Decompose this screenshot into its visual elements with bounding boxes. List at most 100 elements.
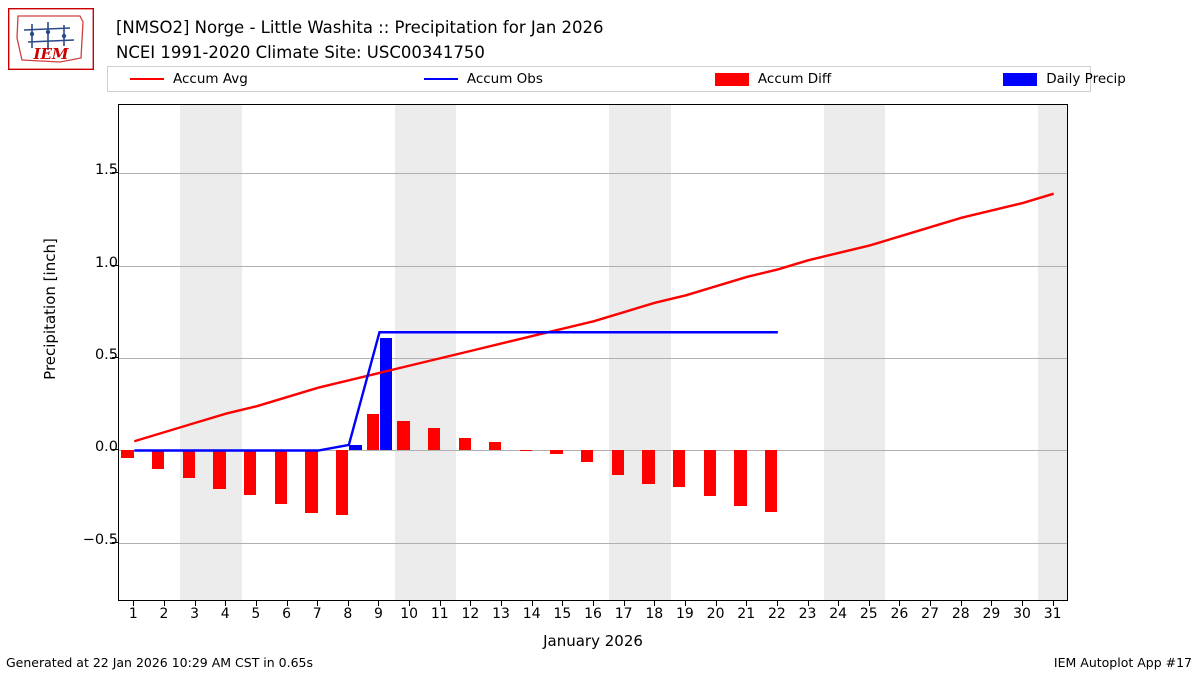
bar-accum-diff: [673, 450, 686, 488]
x-tick-label: 9: [374, 606, 383, 622]
x-tick-label: 28: [951, 606, 970, 622]
x-tick-label: 8: [343, 606, 353, 622]
x-tick-mark: [531, 601, 533, 606]
bar-accum-diff: [244, 450, 257, 495]
bar-accum-diff: [305, 450, 318, 514]
x-tick-label: 7: [312, 606, 322, 622]
x-tick-mark: [991, 601, 993, 606]
chart-title-block: [NMSO2] Norge - Little Washita :: Precip…: [116, 15, 1116, 65]
x-tick-mark: [255, 601, 257, 606]
x-tick-label: 12: [461, 606, 480, 622]
y-axis-label: Precipitation [inch]: [41, 238, 59, 380]
legend-item-accum-diff[interactable]: Accum Diff: [703, 67, 831, 91]
x-tick-label: 4: [220, 606, 230, 622]
x-tick-label: 14: [522, 606, 541, 622]
iem-logo[interactable]: IEM: [7, 7, 94, 70]
x-tick-mark: [1022, 601, 1024, 606]
bar-accum-diff: [581, 450, 594, 462]
legend-swatch-line-accum-avg: [130, 78, 164, 80]
x-tick-mark: [378, 601, 380, 606]
line-series-group: [133, 192, 1055, 452]
gridline: [119, 358, 1067, 360]
bar-accum-diff: [734, 450, 747, 506]
x-tick-mark: [715, 601, 717, 606]
legend-label-accum-obs: Accum Obs: [466, 71, 543, 87]
x-tick-label: 1: [128, 606, 138, 622]
legend-swatch-bar-daily-precip: [1003, 72, 1038, 86]
page-title: [NMSO2] Norge - Little Washita :: Precip…: [116, 18, 604, 37]
legend-swatch-bar-accum-diff: [714, 72, 749, 86]
y-tick-mark: [112, 541, 118, 543]
y-tick-label: 1.0: [94, 254, 118, 271]
x-tick-mark: [899, 601, 901, 606]
legend-item-accum-avg[interactable]: Accum Avg: [118, 67, 248, 91]
x-tick-label: 23: [798, 606, 817, 622]
legend-item-daily-precip[interactable]: Daily Precip: [991, 67, 1126, 91]
x-tick-label: 29: [982, 606, 1001, 622]
bar-accum-diff: [489, 442, 502, 451]
x-tick-label: 11: [430, 606, 449, 622]
x-tick-label: 3: [190, 606, 200, 622]
x-tick-label: 27: [921, 606, 939, 622]
x-tick-mark: [960, 601, 962, 606]
legend-item-accum-obs[interactable]: Accum Obs: [412, 67, 543, 91]
app-attribution: IEM Autoplot App #17: [1053, 655, 1192, 670]
legend-label-accum-avg: Accum Avg: [173, 71, 248, 87]
x-tick-label: 16: [584, 606, 602, 622]
legend-label-accum-diff: Accum Diff: [757, 71, 832, 87]
x-tick-mark: [501, 601, 503, 606]
x-tick-mark: [746, 601, 748, 606]
bar-daily-precip: [349, 444, 362, 451]
bar-accum-diff: [397, 420, 410, 451]
weekend-band: [394, 105, 457, 600]
bar-accum-diff: [335, 450, 349, 516]
bar-accum-diff: [765, 450, 778, 513]
precipitation-plot: [118, 104, 1068, 601]
x-tick-mark: [317, 601, 319, 606]
line-accum-obs: [134, 331, 778, 452]
y-tick-mark: [112, 449, 118, 451]
x-tick-label: 18: [645, 606, 664, 622]
x-tick-label: 19: [676, 606, 694, 622]
legend-swatch-line-accum-obs: [423, 78, 458, 80]
weekend-band: [180, 105, 242, 600]
x-tick-label: 6: [282, 606, 291, 622]
x-tick-mark: [654, 601, 656, 606]
bar-accum-diff: [121, 450, 134, 458]
x-tick-mark: [838, 601, 840, 606]
x-tick-mark: [225, 601, 227, 606]
x-tick-mark: [347, 601, 349, 606]
x-tick-mark: [194, 601, 196, 606]
bar-accum-diff: [366, 413, 379, 451]
x-tick-label: 13: [492, 606, 510, 622]
bar-accum-diff: [703, 450, 716, 496]
bar-accum-diff: [519, 449, 533, 452]
x-tick-mark: [409, 601, 411, 606]
legend-label-daily-precip: Daily Precip: [1046, 71, 1126, 87]
bar-accum-diff: [611, 450, 625, 475]
bar-accum-diff: [274, 450, 287, 505]
x-tick-label: 17: [614, 606, 633, 622]
x-tick-label: 21: [737, 606, 756, 622]
y-tick-mark: [112, 264, 118, 266]
y-tick-label: 0.5: [94, 347, 118, 364]
x-tick-mark: [286, 601, 288, 606]
generated-timestamp: Generated at 22 Jan 2026 10:29 AM CST in…: [6, 655, 314, 670]
x-tick-label: 30: [1013, 606, 1031, 622]
y-tick-label: 0.0: [94, 439, 118, 456]
x-tick-mark: [684, 601, 686, 606]
x-tick-label: 26: [890, 606, 909, 622]
weekend-band: [609, 105, 671, 600]
gridline: [119, 542, 1067, 544]
bar-accum-diff: [427, 428, 441, 451]
x-tick-label: 20: [706, 606, 725, 622]
x-axis-label: January 2026: [543, 632, 643, 650]
bar-daily-precip: [380, 337, 393, 451]
x-tick-label: 5: [251, 606, 261, 622]
x-tick-mark: [868, 601, 870, 606]
iem-logo-icon: IEM: [7, 7, 94, 70]
x-tick-label: 2: [159, 606, 169, 622]
x-tick-mark: [470, 601, 472, 606]
y-tick-mark: [112, 172, 118, 174]
x-tick-label: 31: [1043, 606, 1062, 622]
